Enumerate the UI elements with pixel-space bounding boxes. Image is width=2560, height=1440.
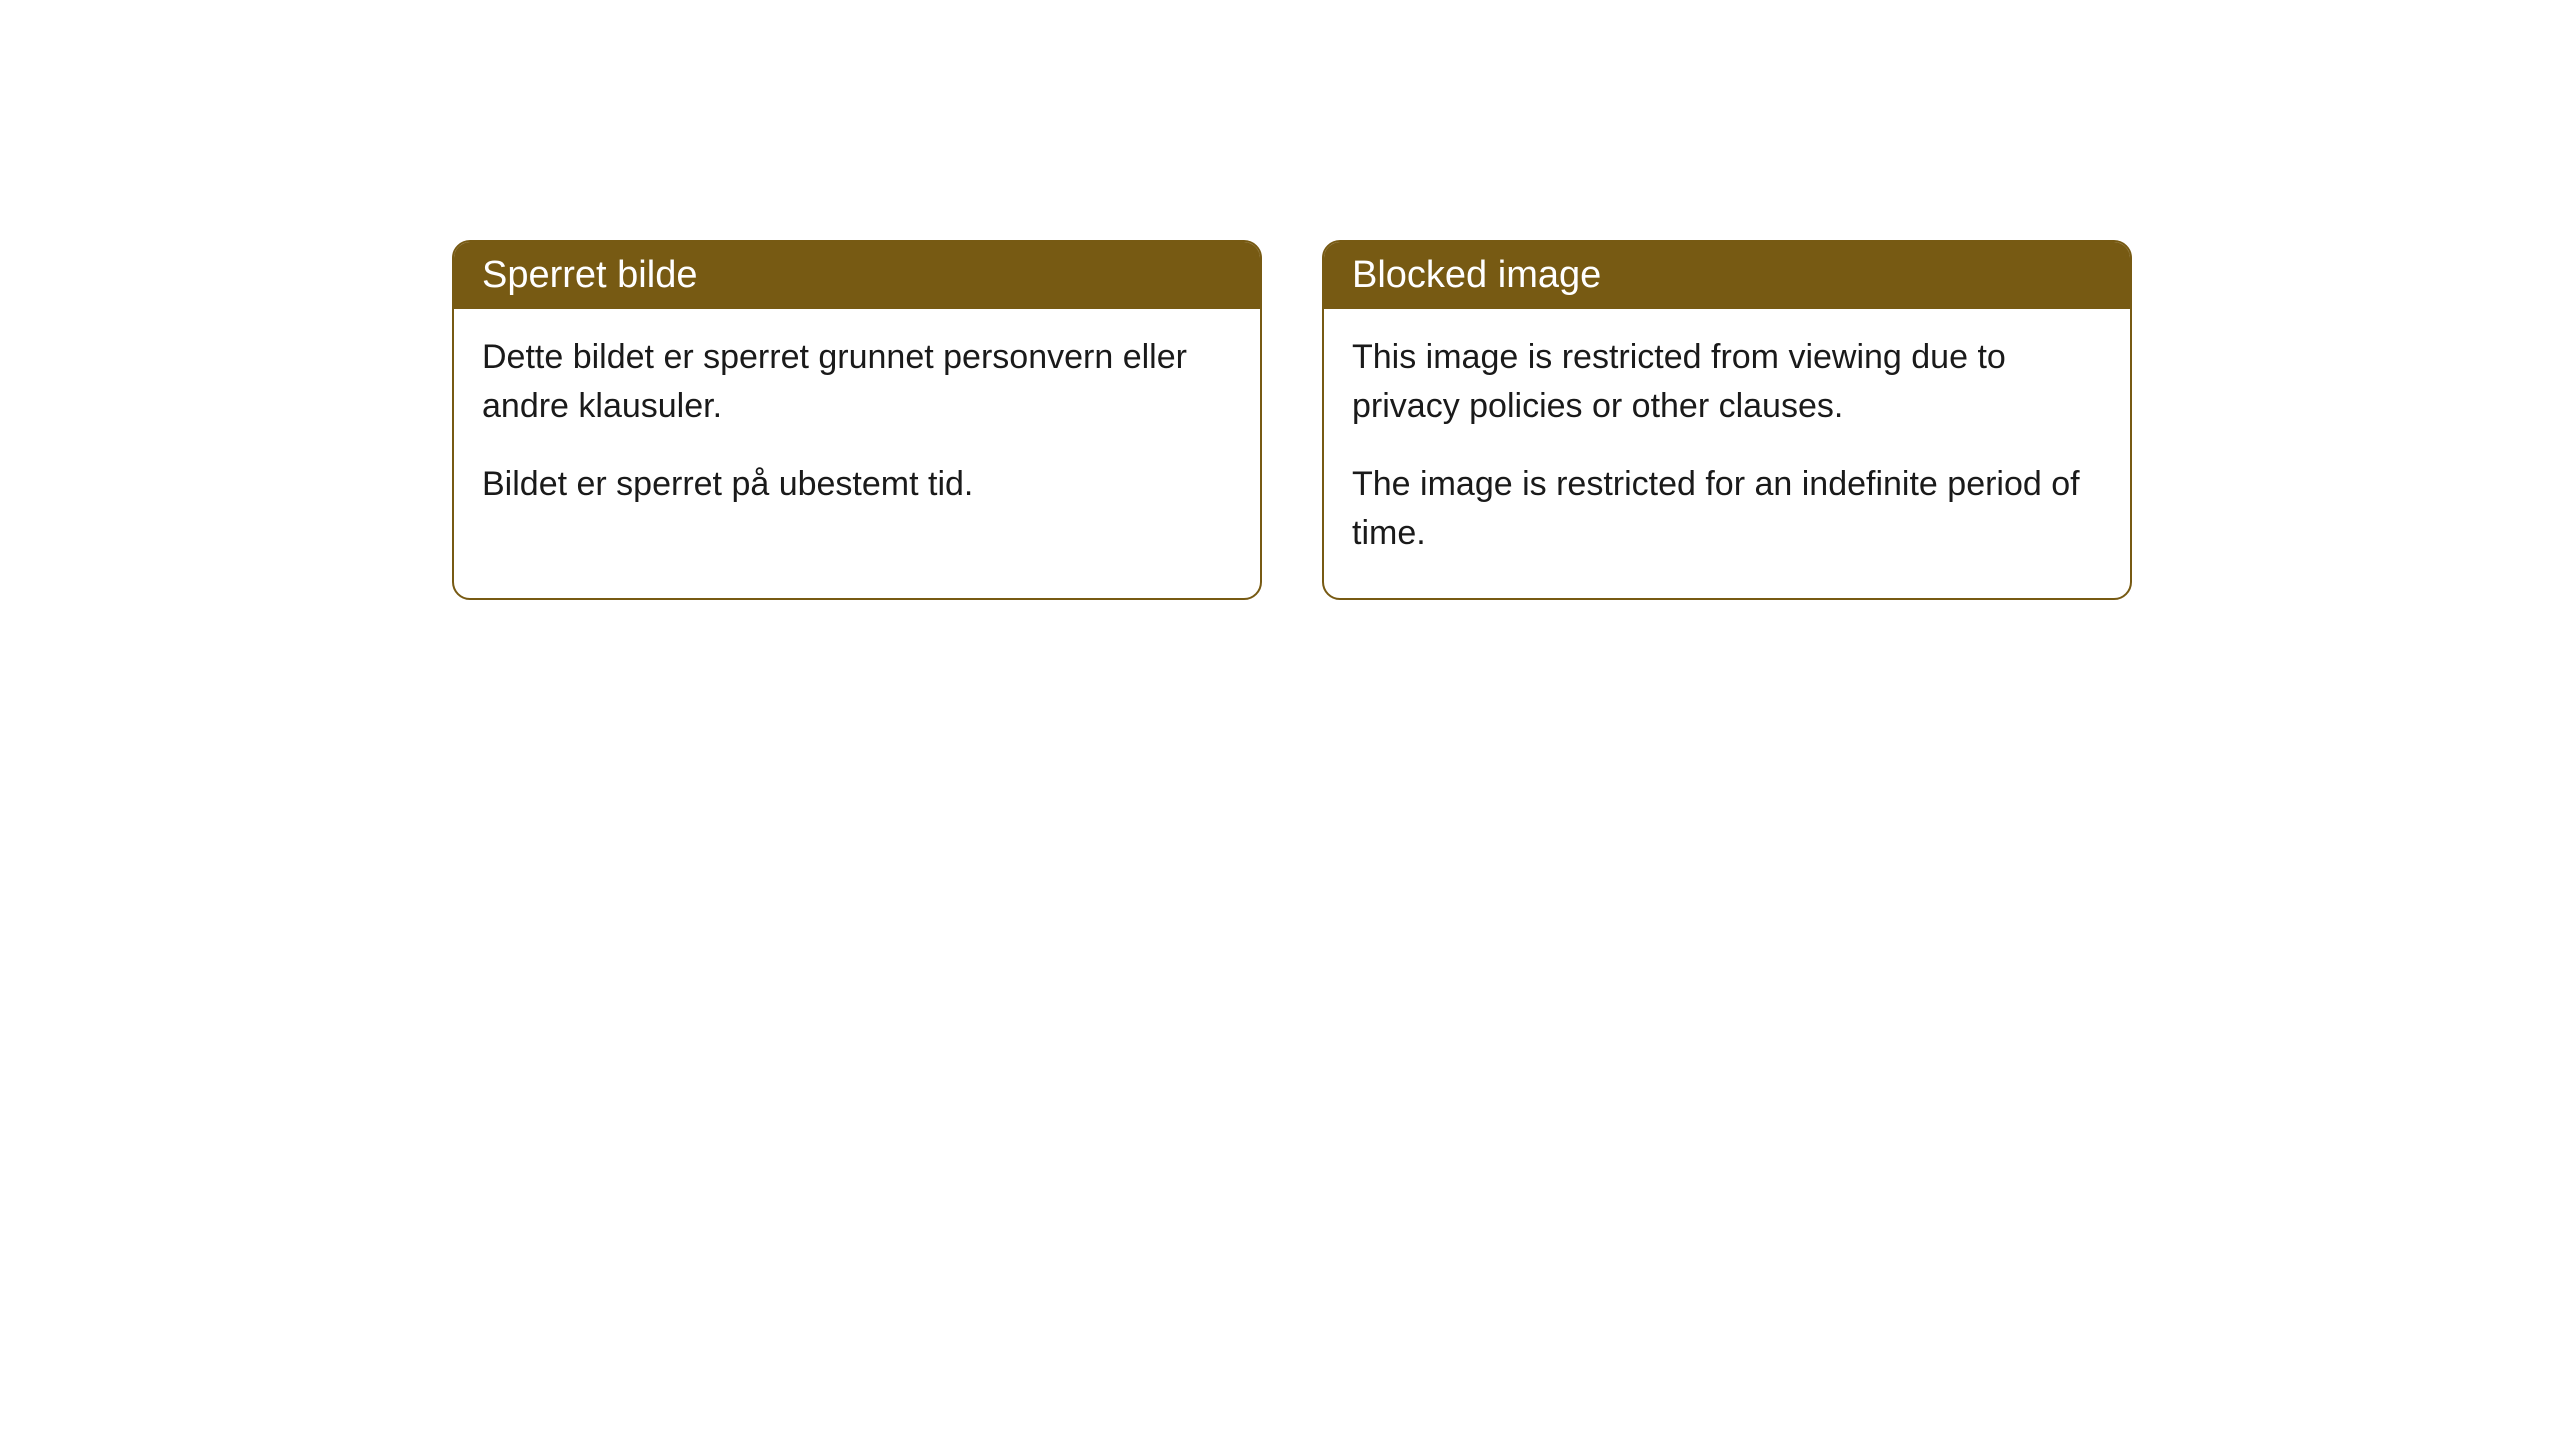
notice-cards-container: Sperret bilde Dette bildet er sperret gr… bbox=[452, 240, 2132, 600]
card-paragraph: This image is restricted from viewing du… bbox=[1352, 333, 2102, 432]
card-paragraph: Dette bildet er sperret grunnet personve… bbox=[482, 333, 1232, 432]
card-body-norwegian: Dette bildet er sperret grunnet personve… bbox=[454, 309, 1260, 549]
card-paragraph: The image is restricted for an indefinit… bbox=[1352, 460, 2102, 559]
card-header-norwegian: Sperret bilde bbox=[454, 242, 1260, 309]
card-body-english: This image is restricted from viewing du… bbox=[1324, 309, 2130, 598]
card-paragraph: Bildet er sperret på ubestemt tid. bbox=[482, 460, 1232, 509]
blocked-image-card-english: Blocked image This image is restricted f… bbox=[1322, 240, 2132, 600]
card-header-english: Blocked image bbox=[1324, 242, 2130, 309]
card-title: Sperret bilde bbox=[482, 254, 697, 296]
card-title: Blocked image bbox=[1352, 254, 1601, 296]
blocked-image-card-norwegian: Sperret bilde Dette bildet er sperret gr… bbox=[452, 240, 1262, 600]
